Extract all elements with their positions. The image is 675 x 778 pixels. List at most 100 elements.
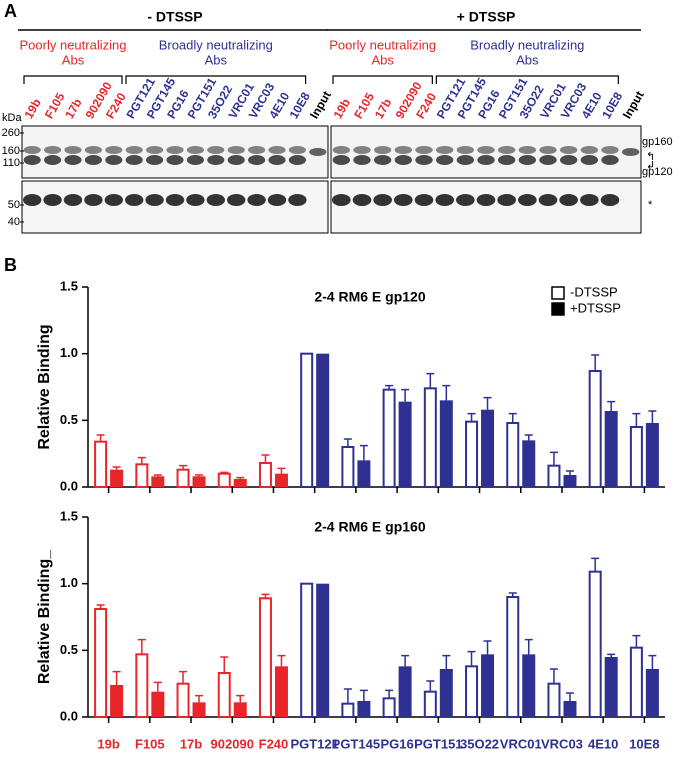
band [600,194,620,206]
band [332,155,351,165]
error-bar [220,656,229,673]
legend-swatch [551,302,565,316]
legend-swatch [551,286,565,300]
y-tick-label: 0.0 [60,478,78,493]
band [394,146,413,154]
bar [522,654,536,717]
bar [588,570,602,719]
band [373,146,392,154]
error-bar [261,593,270,599]
error-bar [426,372,435,389]
bar [151,691,165,717]
y-tick-label: 1.0 [60,575,78,590]
band [104,194,123,206]
group-label: Abs [62,52,85,67]
error-bar [220,471,229,474]
error-bar [112,670,121,685]
error-bar [508,592,517,597]
band-label: * [648,199,653,211]
bar [192,702,206,717]
error-bar [632,412,641,427]
bar [629,646,643,719]
bar [316,353,330,487]
lane-label: F105 [351,90,377,121]
group-label: Poorly neutralizing [20,37,127,52]
error-bar [648,654,657,669]
band [476,194,496,206]
x-tick-label: PGT145 [332,736,380,751]
band [580,194,599,206]
error-bar [565,470,574,475]
bar [588,370,602,488]
group-label: Poorly neutralizing [329,37,436,52]
error-bar [591,354,600,371]
band [559,146,578,154]
x-tick-label: 4E10 [588,736,618,751]
band [146,155,164,165]
bar [217,672,231,718]
bar [357,460,371,487]
bar [423,387,437,489]
band [394,194,413,206]
band [456,194,475,206]
bar [506,422,520,488]
bar [176,468,190,488]
band [580,146,599,154]
y-tick-label: 0.0 [60,708,78,723]
band [415,155,433,165]
band [539,146,557,154]
x-tick-label: PG16 [380,736,413,751]
bar [192,476,206,487]
band [601,146,619,154]
band [353,146,371,154]
x-tick-label: VRC01 [500,736,542,751]
band [518,146,537,154]
lane-label: 19b [331,96,353,121]
band [456,155,475,165]
bar [563,701,577,717]
band [580,155,599,165]
band [207,155,225,165]
band [206,194,225,206]
legend-label: -DTSSP [570,284,618,299]
error-bar [442,654,451,669]
band [497,146,516,154]
band [186,155,204,165]
bar [135,653,149,718]
band [601,155,619,165]
bar [300,582,314,719]
band [559,194,578,206]
band [125,146,143,154]
lane-label: 10E8 [599,90,625,122]
bar [217,472,231,488]
group-label: Abs [205,52,228,67]
band [105,155,123,165]
bar [481,654,495,717]
bar [382,388,396,488]
error-bar [467,650,476,667]
mw-marker: 160 [2,145,20,157]
band [415,146,433,154]
band-label: gp120 [642,166,673,178]
error-bar [277,467,286,474]
lane-label: Input [620,89,647,121]
error-bar [524,638,533,655]
band [186,194,205,206]
error-bar [96,434,105,442]
band [394,155,413,165]
x-tick-label: 17b [180,736,202,751]
band [44,155,62,165]
band [145,194,164,206]
error-bar [483,640,492,655]
mw-marker: 50 [8,199,20,211]
x-tick-label: 19b [97,736,119,751]
band [268,146,286,154]
bar [341,446,355,488]
band [518,194,537,206]
error-bar [236,694,245,703]
group-bracket [435,75,619,84]
bar [506,596,520,718]
bar [398,666,412,717]
bar [135,463,149,489]
